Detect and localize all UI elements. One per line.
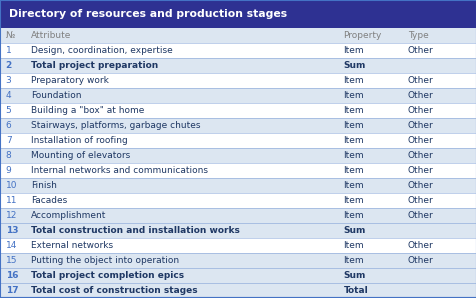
Text: Internal networks and communications: Internal networks and communications [31,166,208,175]
Text: 1: 1 [6,46,11,55]
Text: Other: Other [407,136,433,145]
Bar [0,238,476,253]
Text: Total cost of construction stages: Total cost of construction stages [31,286,197,295]
Text: Finish: Finish [31,181,57,190]
Text: Accomplishment: Accomplishment [31,211,106,220]
Text: Stairways, platforms, garbage chutes: Stairways, platforms, garbage chutes [31,121,200,130]
Text: 13: 13 [6,226,18,235]
Text: 5: 5 [6,106,11,115]
Text: Putting the object into operation: Putting the object into operation [31,256,179,265]
Text: Item: Item [343,256,363,265]
Text: Sum: Sum [343,271,365,280]
Text: 7: 7 [6,136,11,145]
Text: Total project completion epics: Total project completion epics [31,271,184,280]
Text: Total construction and installation works: Total construction and installation work… [31,226,239,235]
Text: Total project preparation: Total project preparation [31,61,158,70]
Text: Other: Other [407,166,433,175]
Text: Other: Other [407,46,433,55]
Bar [0,178,476,193]
Bar [0,253,476,268]
Text: Design, coordination, expertise: Design, coordination, expertise [31,46,172,55]
Bar [0,268,476,283]
Bar [0,73,476,88]
Bar [0,0,476,28]
Text: 11: 11 [6,196,17,205]
Text: Foundation: Foundation [31,91,81,100]
Text: Other: Other [407,211,433,220]
Text: Total: Total [343,286,367,295]
Bar [0,133,476,148]
Text: Installation of roofing: Installation of roofing [31,136,128,145]
Text: Item: Item [343,166,363,175]
Text: Item: Item [343,136,363,145]
Text: Item: Item [343,106,363,115]
Bar [0,223,476,238]
Text: 6: 6 [6,121,11,130]
Text: Item: Item [343,91,363,100]
Text: Other: Other [407,76,433,85]
Bar [0,193,476,208]
Text: Other: Other [407,196,433,205]
Bar [0,58,476,73]
Bar [0,148,476,163]
Text: Item: Item [343,121,363,130]
Bar [0,88,476,103]
Text: Item: Item [343,241,363,250]
Text: Item: Item [343,46,363,55]
Text: Other: Other [407,121,433,130]
Text: Preparatory work: Preparatory work [31,76,109,85]
Bar [0,118,476,133]
Text: 16: 16 [6,271,18,280]
Text: Other: Other [407,241,433,250]
Text: Sum: Sum [343,61,365,70]
Text: 12: 12 [6,211,17,220]
Text: Item: Item [343,181,363,190]
Text: External networks: External networks [31,241,113,250]
Bar [0,283,476,298]
Text: Property: Property [343,31,381,40]
Text: Type: Type [407,31,428,40]
Text: 8: 8 [6,151,11,160]
Bar [0,208,476,223]
Text: 2: 2 [6,61,12,70]
Bar [0,28,476,43]
Text: Mounting of elevators: Mounting of elevators [31,151,130,160]
Text: Other: Other [407,106,433,115]
Text: 3: 3 [6,76,11,85]
Bar [0,43,476,58]
Text: 15: 15 [6,256,17,265]
Text: 4: 4 [6,91,11,100]
Text: Other: Other [407,256,433,265]
Text: 14: 14 [6,241,17,250]
Text: Item: Item [343,151,363,160]
Text: 10: 10 [6,181,17,190]
Text: №: № [6,31,15,40]
Text: Directory of resources and production stages: Directory of resources and production st… [9,9,286,19]
Text: Item: Item [343,211,363,220]
Text: Other: Other [407,151,433,160]
Bar [0,103,476,118]
Text: Building a "box" at home: Building a "box" at home [31,106,144,115]
Text: Item: Item [343,196,363,205]
Text: Item: Item [343,76,363,85]
Text: Sum: Sum [343,226,365,235]
Text: Facades: Facades [31,196,67,205]
Text: Attribute: Attribute [31,31,71,40]
Text: 17: 17 [6,286,18,295]
Text: Other: Other [407,91,433,100]
Bar [0,163,476,178]
Text: Other: Other [407,181,433,190]
Text: 9: 9 [6,166,11,175]
